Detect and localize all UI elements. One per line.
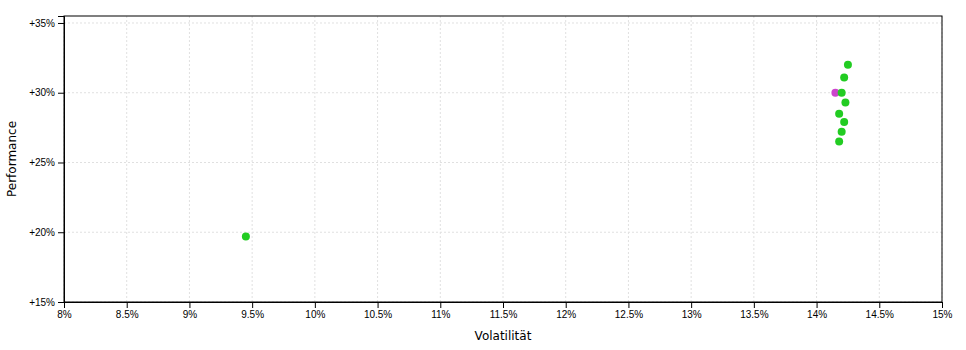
y-tick-label: +20% — [29, 227, 55, 238]
series — [242, 61, 852, 241]
x-tick: 11% — [431, 302, 450, 320]
chart: 8% 8.5% 9% 9.5% 10% 10.5% 11% 11.5% 12% 12.5% 13% 1… — [0, 0, 966, 350]
y-axis-line — [58, 17, 65, 303]
y-axis: +15% +20% +25% +30% +35% — [29, 17, 64, 308]
point — [838, 89, 846, 97]
x-tick-mark — [315, 302, 316, 308]
x-tick-mark — [817, 302, 818, 308]
x-tick-label: 9% — [183, 309, 198, 320]
x-grid-line — [565, 16, 566, 302]
x-tick: 13% — [682, 302, 702, 320]
y-tick: +25% — [29, 157, 64, 168]
x-tick: 14% — [807, 302, 827, 320]
x-tick: 12% — [556, 302, 576, 320]
x-tick-label: 9.5% — [241, 309, 264, 320]
x-tick-mark — [879, 302, 880, 308]
y-tick-mark — [58, 23, 64, 24]
x-axis: 8% 8.5% 9% 9.5% 10% 10.5% 11% 11.5% 12% 12.5% 13% 1… — [57, 302, 952, 320]
x-grid-line — [440, 16, 441, 302]
y-tick-mark — [58, 162, 64, 163]
y-grid-line — [64, 92, 942, 93]
x-grid-line — [126, 16, 127, 302]
x-grid-line — [252, 16, 253, 302]
grid — [64, 16, 942, 302]
x-grid-line — [377, 16, 378, 302]
x-tick-mark — [252, 302, 253, 308]
x-tick-mark — [378, 302, 379, 308]
x-tick: 10.5% — [364, 302, 392, 320]
y-tick-label: +15% — [29, 297, 55, 308]
x-tick-mark — [942, 302, 943, 308]
point — [841, 98, 849, 106]
y-tick-mark — [58, 302, 64, 303]
y-tick-label: +35% — [29, 18, 55, 29]
y-tick-label: +25% — [29, 157, 55, 168]
x-grid-line — [503, 16, 504, 302]
points — [242, 61, 852, 241]
plot: 8% 8.5% 9% 9.5% 10% 10.5% 11% 11.5% 12% 12.5% 13% 1… — [29, 16, 952, 320]
point — [840, 118, 848, 126]
y-tick: +35% — [29, 18, 64, 29]
x-tick-label: 14.5% — [866, 309, 894, 320]
x-tick-label: 11.5% — [490, 309, 518, 320]
x-tick: 12.5% — [615, 302, 643, 320]
point — [844, 61, 852, 69]
y-tick-mark — [58, 93, 64, 94]
point — [835, 110, 843, 118]
point — [838, 128, 846, 136]
y-tick: +15% — [29, 297, 64, 308]
x-tick-label: 10% — [305, 309, 325, 320]
x-tick: 9% — [183, 302, 198, 320]
x-tick-mark — [189, 302, 190, 308]
x-tick-label: 13% — [682, 309, 702, 320]
x-tick: 11.5% — [490, 302, 518, 320]
x-tick: 8% — [57, 302, 72, 320]
x-grid-line — [189, 16, 190, 302]
x-tick-label: 10.5% — [364, 309, 392, 320]
x-tick-label: 14% — [807, 309, 827, 320]
x-grid-line — [628, 16, 629, 302]
x-tick-label: 12.5% — [615, 309, 643, 320]
x-tick: 8.5% — [116, 302, 139, 320]
x-axis-line — [65, 303, 943, 309]
x-tick-label: 13.5% — [740, 309, 768, 320]
x-tick-label: 8.5% — [116, 309, 139, 320]
y-axis-title: Performance — [5, 121, 19, 197]
x-tick-label: 15% — [932, 309, 952, 320]
x-tick-mark — [503, 302, 504, 308]
x-grid-line — [691, 16, 692, 302]
y-tick-mark — [58, 232, 64, 233]
x-tick: 15% — [932, 302, 952, 320]
x-tick-label: 12% — [556, 309, 576, 320]
y-tick: +30% — [29, 87, 64, 98]
x-tick-mark — [754, 302, 755, 308]
x-grid-line — [816, 16, 817, 302]
y-grid-line — [64, 232, 942, 233]
x-grid-line — [879, 16, 880, 302]
point — [835, 138, 843, 146]
y-tick-label: +30% — [29, 87, 55, 98]
x-tick-label: 11% — [431, 309, 450, 320]
x-grid-line — [314, 16, 315, 302]
x-tick-mark — [628, 302, 629, 308]
x-tick-label: 8% — [57, 309, 72, 320]
x-tick-mark — [691, 302, 692, 308]
x-grid-line — [753, 16, 754, 302]
x-tick-mark — [440, 302, 441, 308]
x-axis-title: Volatilität — [475, 329, 532, 343]
x-tick: 10% — [305, 302, 325, 320]
x-tick: 9.5% — [241, 302, 264, 320]
x-tick-mark — [566, 302, 567, 308]
plot-frame — [64, 16, 942, 302]
y-grid-line — [64, 162, 942, 163]
x-tick-mark — [127, 302, 128, 308]
point — [242, 232, 250, 240]
y-grid-line — [64, 22, 942, 23]
y-tick: +20% — [29, 227, 64, 238]
x-tick: 13.5% — [740, 302, 768, 320]
point — [840, 73, 848, 81]
x-tick: 14.5% — [866, 302, 894, 320]
